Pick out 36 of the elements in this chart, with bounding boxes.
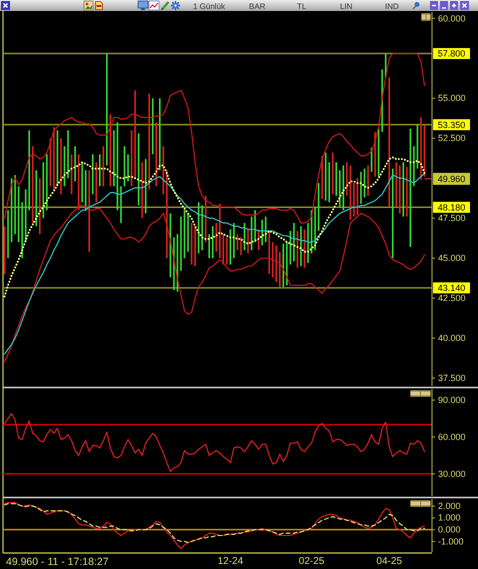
y-tick-label: -1.000 <box>438 536 464 546</box>
y-tick-label: 55.000 <box>438 93 466 104</box>
y-tick-label: 60.000 <box>438 13 466 24</box>
y-tick-label: 2.000 <box>438 500 461 511</box>
text: LIN <box>340 2 353 11</box>
line-series <box>4 503 426 544</box>
y-tick-label: 42.500 <box>438 292 466 303</box>
text: IND <box>385 2 399 11</box>
y-tick-label: 90.000 <box>438 394 466 405</box>
ref-line-label: 48.180 <box>438 202 466 212</box>
y-tick-label: 45.000 <box>438 253 466 264</box>
x-tick-label: 04-25 <box>376 556 402 568</box>
text: TL <box>297 2 307 11</box>
ref-line-label: 57.800 <box>438 48 466 59</box>
line-series <box>4 413 426 472</box>
text: 49.960 - 11 - 17:18:27 <box>6 556 109 568</box>
y-tick-label: 1.000 <box>438 512 461 523</box>
y-tick-label: 52.500 <box>438 133 466 144</box>
y-tick-label: 37.500 <box>438 372 466 383</box>
text: BAR <box>249 2 266 11</box>
y-tick-label: 0.000 <box>438 524 461 534</box>
x-tick-label: 12-24 <box>218 556 244 568</box>
line-series <box>4 156 426 298</box>
ref-line-label: 43.140 <box>438 283 466 294</box>
line-series <box>4 204 426 363</box>
annotation: 49.960 <box>438 174 466 184</box>
line-series <box>4 53 426 224</box>
y-tick-label: 40.000 <box>438 332 466 343</box>
line-series <box>4 502 426 550</box>
text: 1 Günlük <box>193 2 226 11</box>
y-tick-label: 30.000 <box>438 468 466 479</box>
y-tick-label: 47.500 <box>438 213 466 224</box>
x-tick-label: 02-25 <box>298 556 325 568</box>
line-series <box>4 172 426 355</box>
ref-line-label: 53.350 <box>438 120 466 130</box>
y-tick-label: 60.000 <box>438 432 466 442</box>
